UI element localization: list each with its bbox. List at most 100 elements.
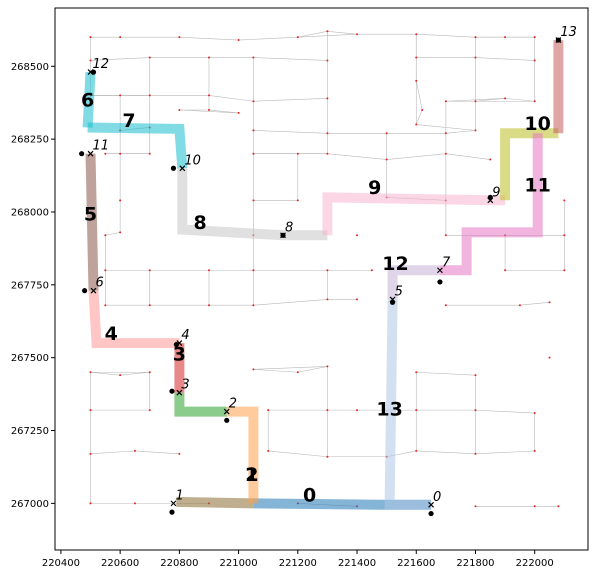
road-line — [415, 80, 423, 111]
road-node — [326, 409, 329, 412]
stop-marker — [87, 150, 94, 157]
segment-label-1: 1 — [245, 464, 258, 486]
road-node — [148, 94, 151, 97]
road-line — [416, 33, 476, 38]
route-segment-2 — [174, 392, 227, 417]
road-line — [179, 109, 239, 114]
road-line — [120, 371, 150, 376]
route-segment-1 — [176, 496, 254, 509]
road-node — [104, 234, 107, 237]
road-line — [253, 130, 328, 134]
road-line — [297, 31, 328, 38]
road-line — [416, 124, 476, 131]
stop-0: 0 — [428, 490, 441, 517]
segment-label-8: 8 — [193, 212, 206, 234]
x-tick-label: 221200 — [279, 558, 317, 569]
road-node — [533, 449, 536, 452]
road-node — [533, 59, 536, 62]
segment-label-4: 4 — [105, 323, 118, 345]
road-node — [296, 152, 299, 155]
stop-8: 8 — [280, 220, 293, 239]
stop-dot — [224, 417, 230, 423]
road-node — [557, 505, 560, 508]
road-node — [296, 199, 299, 202]
x-tick-label: 221800 — [456, 558, 494, 569]
road-node — [89, 371, 92, 374]
road-node — [415, 56, 418, 59]
road-node — [415, 371, 418, 374]
x-axis-ticks: 220400 220600 220800 221000 221200 221400 2216… — [42, 550, 554, 569]
road-line — [253, 366, 328, 370]
segment-label-10: 10 — [524, 113, 550, 135]
road-node — [415, 409, 418, 412]
stop-9: 9 — [487, 185, 501, 204]
road-node — [326, 269, 329, 272]
road-line — [90, 450, 135, 455]
road-node — [326, 132, 329, 135]
road-node — [267, 409, 270, 412]
stop-marker — [223, 408, 230, 415]
y-tick-label: 268000 — [11, 207, 49, 218]
route-segment-2 — [226, 406, 259, 504]
y-tick-label: 267000 — [11, 499, 49, 510]
road-node — [563, 269, 566, 272]
road-node — [104, 152, 107, 155]
road-line — [445, 130, 476, 134]
x-tick-label: 221000 — [219, 558, 257, 569]
road-node — [563, 234, 566, 237]
road-node — [133, 502, 136, 505]
road-node — [356, 33, 359, 36]
road-node — [474, 374, 477, 377]
road-line — [208, 95, 254, 102]
segment-label-5: 5 — [84, 203, 97, 225]
road-node — [533, 412, 536, 415]
route-segment-9 — [322, 192, 506, 236]
road-node — [252, 129, 255, 132]
road-node — [89, 502, 92, 505]
road-node — [444, 234, 447, 237]
route-segment-8 — [177, 168, 328, 241]
road-node — [415, 33, 418, 36]
y-axis-ticks: 267000 267250 267500 267750 268000 268250 2685… — [11, 62, 55, 510]
stop-label: 0 — [433, 490, 441, 505]
stop-label: 10 — [184, 153, 201, 168]
road-line — [253, 369, 298, 373]
stop-label: 2 — [229, 397, 237, 412]
stop-marker — [170, 500, 177, 507]
x-tick-label: 220600 — [101, 558, 139, 569]
road-node — [504, 97, 507, 100]
stop-11: 11 — [79, 139, 109, 157]
road-line — [475, 409, 535, 414]
road-line — [445, 153, 491, 160]
route-segment-7 — [87, 122, 188, 169]
road-node — [444, 132, 447, 135]
road-node — [415, 449, 418, 452]
road-line — [253, 299, 328, 306]
road-line — [445, 98, 506, 102]
segment-label-9: 9 — [368, 177, 381, 199]
road-node — [148, 371, 151, 374]
road-node — [326, 365, 329, 368]
road-node — [252, 368, 255, 371]
stop-dot — [389, 299, 396, 305]
road-node — [119, 152, 122, 155]
plot-frame — [54, 7, 589, 551]
stop-dot — [169, 388, 175, 394]
road-node — [563, 199, 566, 202]
stop-label: 4 — [181, 328, 189, 343]
stop-dot — [487, 194, 493, 201]
road-node — [252, 269, 255, 272]
road-node — [489, 158, 492, 161]
x-tick-label: 221400 — [338, 558, 376, 569]
stop-5: 5 — [389, 284, 403, 305]
road-node — [533, 505, 536, 508]
road-node — [504, 269, 507, 272]
road-node — [385, 158, 388, 161]
road-node — [252, 199, 255, 202]
road-node — [326, 455, 329, 458]
stop-1: 1 — [169, 488, 184, 515]
route-segment-4 — [88, 290, 180, 349]
segment-label-13: 13 — [376, 399, 402, 421]
road-node — [326, 152, 329, 155]
